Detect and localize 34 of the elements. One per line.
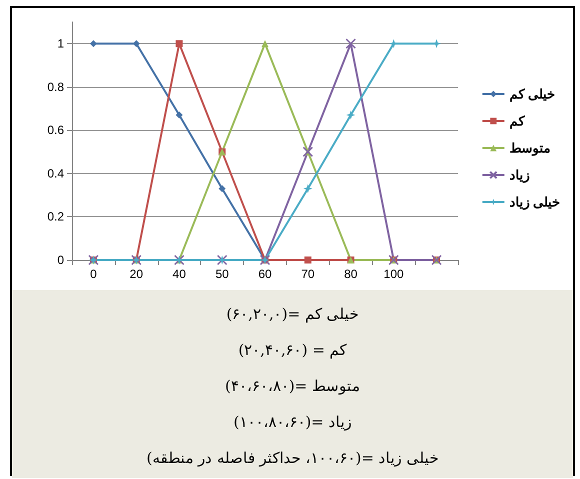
y-tick-label: 0.4: [47, 166, 64, 180]
point: [218, 185, 226, 192]
legend-label: کم: [509, 114, 526, 130]
legend-label: خیلی زیاد: [509, 194, 560, 210]
y-tick-label: 0.6: [47, 123, 64, 138]
x-tick-label: 60: [258, 267, 272, 281]
legend-label: زیاد: [509, 168, 530, 184]
text: زیاد =(۱۰۰،۸۰،۶۰): [232, 412, 353, 433]
legend-label: خیلی کم: [509, 86, 556, 102]
y-tick-label: 1: [57, 36, 64, 51]
x-tick-label: 40: [172, 267, 186, 281]
point: [262, 40, 268, 48]
point: [346, 110, 356, 120]
x-tick-label: 0: [90, 267, 98, 281]
x-tick-label: 80: [344, 267, 358, 281]
point: [90, 40, 97, 48]
x-tick-label: 20: [130, 267, 144, 281]
point: [346, 38, 356, 49]
x-tick-label: 70: [301, 267, 315, 281]
y-tick-label: 0.2: [47, 210, 64, 224]
point: [304, 256, 312, 264]
point: [176, 40, 183, 48]
text: خیلی زیاد =(۱۰۰،۶۰، حداکثر فاصله در منطقه): [146, 448, 440, 469]
point: [176, 112, 183, 119]
y-tick-label: 0: [57, 253, 64, 267]
legend-label: متوسط: [509, 140, 550, 156]
point: [132, 40, 140, 48]
text: کم = (۲۰,۴۰,۶۰): [237, 340, 348, 361]
text: متوسط =(۴۰،۶۰،۸۰): [224, 376, 362, 397]
y-tick-label: 0.8: [47, 80, 64, 94]
x-tick-label: 100: [384, 267, 404, 281]
text: خیلی کم =(۶۰,۲۰,۰): [225, 304, 360, 325]
x-tick-label: 50: [215, 267, 230, 281]
point: [303, 184, 312, 194]
